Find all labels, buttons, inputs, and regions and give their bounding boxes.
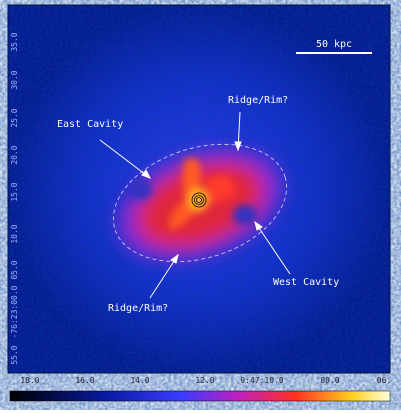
colorbar	[9, 390, 391, 402]
annotation: Ridge/Rim?	[108, 303, 168, 314]
y-tick-label: 55.0	[10, 345, 19, 364]
ellipse-region	[112, 143, 288, 263]
y-tick-label: -76:23:00.0	[10, 285, 19, 338]
y-tick-label: 10.0	[10, 224, 19, 243]
y-tick-label: 25.0	[10, 108, 19, 127]
x-tick-label: 08.0	[320, 376, 339, 385]
annotation: East Cavity	[57, 119, 123, 130]
x-tick-label: 9:47:10.0	[240, 376, 284, 385]
core	[128, 158, 257, 230]
annotation: West Cavity	[273, 277, 339, 288]
y-tick-label: 20.0	[10, 145, 19, 164]
x-tick-label: 18.0	[20, 376, 39, 385]
x-tick-label: 12.0	[195, 376, 214, 385]
annotation: Ridge/Rim?	[228, 95, 288, 106]
x-tick-label: 14.0	[130, 376, 149, 385]
contours	[191, 192, 207, 208]
y-tick-label: 05.0	[10, 260, 19, 279]
x-tick-label: 16.0	[75, 376, 94, 385]
y-tick-label: 30.0	[10, 70, 19, 89]
arrows	[99, 111, 291, 299]
y-tick-label: 15.0	[10, 182, 19, 201]
y-tick-label: 35.0	[10, 32, 19, 51]
scale-label: 50 kpc	[316, 39, 352, 50]
x-tick-label: 06.	[377, 376, 391, 385]
